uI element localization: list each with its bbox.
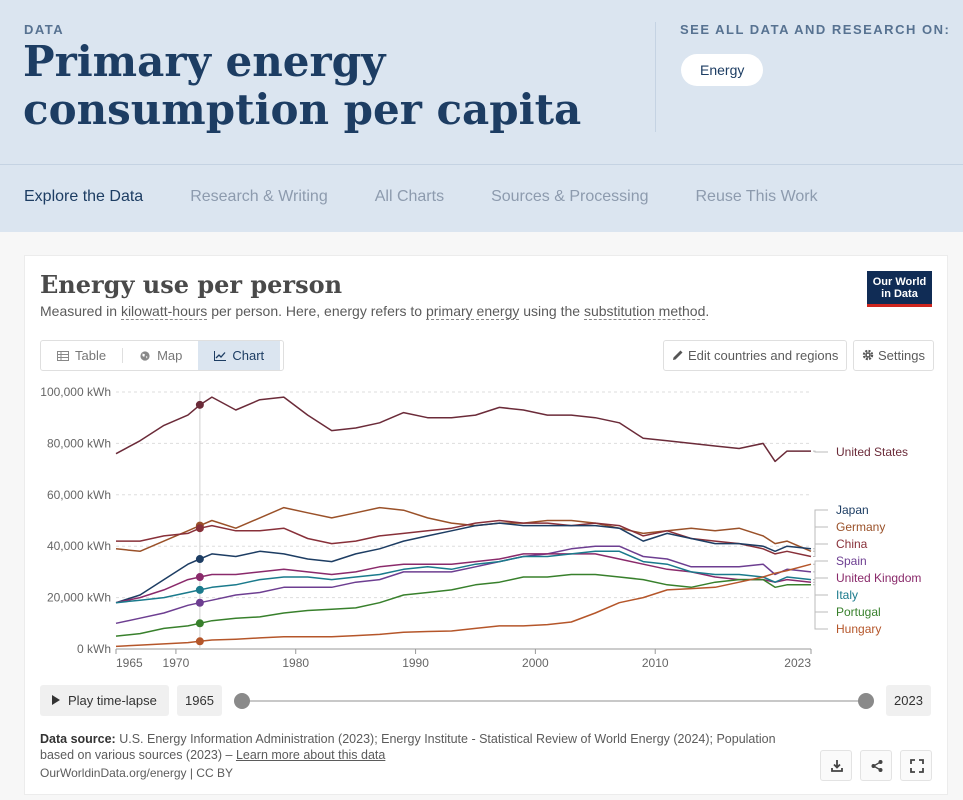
primary-energy-link[interactable]: primary energy bbox=[425, 303, 520, 320]
line-chart-icon bbox=[214, 351, 227, 361]
hover-point bbox=[195, 619, 204, 628]
x-tick-label: 1970 bbox=[163, 656, 190, 670]
timeline-end-handle[interactable] bbox=[858, 693, 874, 709]
hover-point bbox=[195, 598, 204, 607]
tab-map[interactable]: Map bbox=[123, 341, 198, 370]
share-icon bbox=[871, 760, 883, 772]
label-connector bbox=[813, 450, 828, 453]
y-tick-label: 40,000 kWh bbox=[47, 539, 111, 553]
kilowatt-hours-link[interactable]: kilowatt-hours bbox=[120, 303, 208, 320]
x-tick-label: 2023 bbox=[784, 656, 811, 670]
settings-button[interactable]: Settings bbox=[853, 340, 934, 371]
series-label: China bbox=[836, 537, 868, 551]
y-tick-label: 0 kWh bbox=[77, 642, 111, 656]
tab-separator bbox=[122, 348, 124, 363]
hover-point bbox=[195, 524, 204, 533]
globe-icon bbox=[140, 351, 150, 361]
page-title: Primary energy consumption per capita bbox=[23, 37, 582, 134]
x-tick-label: 2000 bbox=[522, 656, 549, 670]
series-line-portugal bbox=[115, 573, 811, 637]
y-tick-label: 60,000 kWh bbox=[47, 488, 111, 502]
topic-energy-button[interactable]: Energy bbox=[681, 54, 764, 86]
chart-title: Energy use per person bbox=[40, 270, 343, 299]
series-label: Japan bbox=[836, 503, 869, 517]
label-connector bbox=[813, 543, 828, 557]
page-kicker: DATA bbox=[24, 22, 65, 37]
series-line-united-kingdom bbox=[115, 553, 812, 604]
chart-subtitle: Measured in kilowatt-hours per person. H… bbox=[40, 303, 710, 320]
series-label: Germany bbox=[836, 520, 885, 534]
label-connector bbox=[813, 563, 828, 630]
nav-all-charts[interactable]: All Charts bbox=[374, 188, 445, 205]
series-label: Spain bbox=[836, 554, 867, 568]
section-nav: Explore the Data Research & Writing All … bbox=[24, 188, 818, 206]
download-button[interactable] bbox=[820, 750, 852, 781]
hover-point bbox=[195, 585, 204, 594]
timeline-start-year[interactable]: 1965 bbox=[177, 685, 222, 716]
tab-table[interactable]: Table bbox=[41, 341, 122, 370]
gear-icon bbox=[862, 349, 874, 361]
play-icon bbox=[52, 695, 60, 705]
view-tabs: Table Map Chart bbox=[40, 340, 284, 371]
hover-point bbox=[195, 400, 204, 409]
download-icon bbox=[831, 760, 843, 772]
nav-divider bbox=[0, 164, 963, 165]
credit-line: OurWorldinData.org/energy | CC BY bbox=[40, 766, 233, 780]
hover-point bbox=[195, 573, 204, 582]
substitution-method-link[interactable]: substitution method bbox=[583, 303, 706, 320]
timeline-track[interactable] bbox=[242, 700, 866, 702]
series-label: Italy bbox=[836, 588, 858, 602]
nav-research-writing[interactable]: Research & Writing bbox=[190, 188, 328, 205]
series-line-italy bbox=[115, 550, 812, 604]
series-line-hungary bbox=[115, 563, 812, 648]
hover-point bbox=[195, 555, 204, 564]
owid-logo[interactable]: Our World in Data bbox=[867, 271, 932, 307]
fullscreen-button[interactable] bbox=[900, 750, 932, 781]
y-tick-label: 80,000 kWh bbox=[47, 436, 111, 450]
series-line-united-states bbox=[115, 396, 811, 463]
x-tick-label: 1965 bbox=[116, 656, 143, 670]
timeline-start-handle[interactable] bbox=[234, 693, 250, 709]
series-label: United Kingdom bbox=[836, 571, 921, 585]
x-tick-label: 2010 bbox=[642, 656, 669, 670]
y-tick-label: 20,000 kWh bbox=[47, 591, 111, 605]
series-line-spain bbox=[115, 545, 812, 625]
pencil-icon bbox=[673, 350, 683, 360]
page-header: DATA Primary energy consumption per capi… bbox=[0, 0, 963, 232]
timeline-end-year[interactable]: 2023 bbox=[886, 685, 931, 716]
expand-icon bbox=[910, 759, 924, 773]
nav-explore-data[interactable]: Explore the Data bbox=[24, 188, 144, 205]
see-all-label: SEE ALL DATA AND RESEARCH ON: bbox=[680, 22, 951, 37]
series-line-japan bbox=[115, 522, 812, 604]
line-chart: 0 kWh 20,000 kWh 40,000 kWh 60,000 kWh 80,00… bbox=[40, 385, 921, 670]
series-label: Hungary bbox=[836, 622, 881, 636]
edit-countries-button[interactable]: Edit countries and regions bbox=[663, 340, 848, 371]
series-line-china bbox=[116, 519, 812, 558]
y-tick-label: 100,000 kWh bbox=[40, 385, 111, 399]
x-tick-label: 1980 bbox=[282, 656, 309, 670]
nav-sources-processing[interactable]: Sources & Processing bbox=[491, 188, 649, 205]
series-label: United States bbox=[836, 445, 908, 459]
table-icon bbox=[57, 351, 69, 361]
learn-more-link[interactable]: Learn more about this data bbox=[235, 748, 386, 762]
tab-chart[interactable]: Chart bbox=[198, 341, 281, 370]
series-line-germany bbox=[115, 506, 812, 553]
play-timelapse-button[interactable]: Play time-lapse bbox=[40, 685, 169, 716]
series-label: Portugal bbox=[836, 605, 881, 619]
label-connector bbox=[813, 526, 828, 552]
data-source: Data source: U.S. Energy Information Adm… bbox=[40, 732, 776, 762]
nav-reuse-work[interactable]: Reuse This Work bbox=[695, 188, 818, 205]
x-tick-label: 1990 bbox=[402, 656, 429, 670]
header-divider bbox=[655, 22, 656, 132]
hover-point bbox=[195, 637, 204, 646]
share-button[interactable] bbox=[860, 750, 892, 781]
